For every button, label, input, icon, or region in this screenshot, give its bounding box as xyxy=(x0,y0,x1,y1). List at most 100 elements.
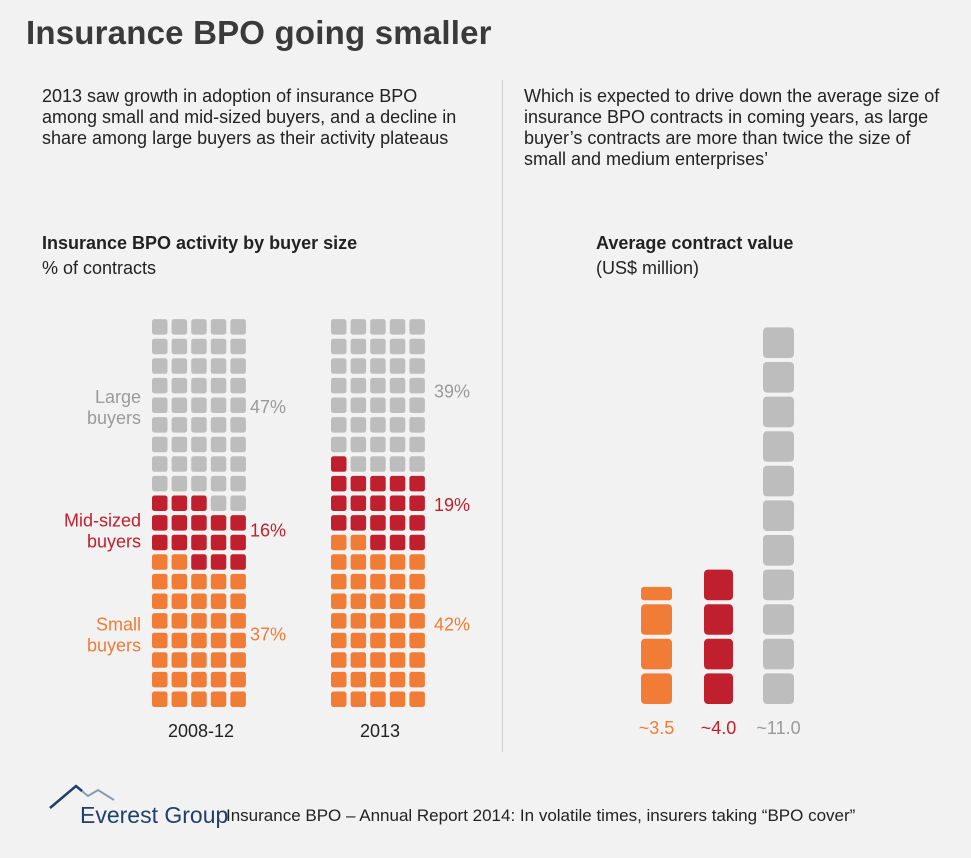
bar-unit-block xyxy=(641,638,672,670)
waffle-square xyxy=(210,456,227,472)
waffle-square xyxy=(230,515,246,531)
waffle-square xyxy=(370,671,386,688)
waffle-square xyxy=(171,397,188,413)
waffle-square xyxy=(171,691,188,707)
waffle-square xyxy=(152,515,168,531)
waffle-square xyxy=(230,338,246,355)
waffle-square xyxy=(171,358,188,374)
waffle-square xyxy=(350,593,367,609)
waffle-square xyxy=(191,475,207,492)
waffle-square xyxy=(152,397,168,413)
waffle-square xyxy=(171,632,188,649)
waffle-square xyxy=(350,632,367,649)
waffle-square xyxy=(331,436,347,453)
bar-chart-title: Average contract value xyxy=(596,233,794,253)
waffle-square xyxy=(152,573,168,590)
bar-value-label: ~3.5 xyxy=(639,718,675,738)
waffle-square xyxy=(210,475,227,492)
waffle-category-label: 2008-12 xyxy=(168,721,234,741)
waffle-square xyxy=(331,534,347,551)
bar-unit-block xyxy=(763,673,794,704)
waffle-square xyxy=(331,632,347,649)
waffle-square xyxy=(171,652,188,668)
waffle-series-label: buyers xyxy=(87,635,141,655)
waffle-square xyxy=(370,475,386,492)
waffle-square xyxy=(152,436,168,453)
waffle-square xyxy=(350,671,367,688)
waffle-square xyxy=(370,691,386,707)
waffle-square xyxy=(210,338,227,355)
waffle-square xyxy=(350,436,367,453)
waffle-square xyxy=(191,319,207,335)
waffle-square xyxy=(331,691,347,707)
waffle-square xyxy=(370,338,386,355)
waffle-square xyxy=(389,573,406,590)
waffle-square xyxy=(210,691,227,707)
waffle-square xyxy=(191,652,207,668)
waffle-square xyxy=(152,652,168,668)
waffle-square xyxy=(389,632,406,649)
waffle-square xyxy=(409,554,425,570)
waffle-square xyxy=(152,495,168,511)
waffle-square xyxy=(171,377,188,394)
waffle-square xyxy=(171,593,188,609)
bar-unit-block xyxy=(641,586,672,601)
waffle-square xyxy=(370,515,386,531)
waffle-square xyxy=(350,515,367,531)
waffle-square xyxy=(350,495,367,511)
waffle-square xyxy=(409,632,425,649)
waffle-square xyxy=(409,377,425,394)
waffle-square xyxy=(210,319,227,335)
waffle-square xyxy=(191,671,207,688)
waffle-square xyxy=(389,475,406,492)
waffle-square xyxy=(171,417,188,433)
waffle-square xyxy=(210,652,227,668)
waffle-square xyxy=(331,671,347,688)
waffle-square xyxy=(152,319,168,335)
waffle-square xyxy=(389,671,406,688)
waffle-value-label: 39% xyxy=(434,381,470,401)
waffle-square xyxy=(230,456,246,472)
waffle-series-label: Small xyxy=(96,614,141,634)
waffle-square xyxy=(171,515,188,531)
waffle-square xyxy=(350,397,367,413)
waffle-series-label: Mid-sized xyxy=(64,511,141,531)
waffle-square xyxy=(331,358,347,374)
waffle-square xyxy=(230,691,246,707)
waffle-square xyxy=(191,338,207,355)
waffle-square xyxy=(210,554,227,570)
waffle-chart-subtitle: % of contracts xyxy=(42,258,157,278)
bar-unit-block xyxy=(763,500,794,531)
waffle-square xyxy=(389,338,406,355)
bar-unit-block xyxy=(704,604,733,635)
waffle-square xyxy=(370,652,386,668)
bar-unit-block xyxy=(641,604,672,635)
waffle-square xyxy=(230,632,246,649)
bar-unit-block xyxy=(763,396,794,428)
waffle-square xyxy=(409,652,425,668)
bar-unit-block xyxy=(704,569,733,601)
waffle-square xyxy=(331,338,347,355)
waffle-square xyxy=(409,515,425,531)
waffle-value-label: 16% xyxy=(250,521,286,541)
bar-unit-block xyxy=(763,362,794,393)
waffle-value-label: 47% xyxy=(250,397,286,417)
waffle-square xyxy=(331,417,347,433)
waffle-square xyxy=(350,456,367,472)
waffle-square xyxy=(331,554,347,570)
bar-unit-block xyxy=(704,673,733,704)
right-intro-text: Which is expected to drive down the aver… xyxy=(524,86,940,169)
waffle-square xyxy=(152,377,168,394)
column-divider xyxy=(502,80,503,752)
bar-unit-block xyxy=(641,673,672,704)
waffle-square xyxy=(409,436,425,453)
waffle-square xyxy=(191,573,207,590)
waffle-square xyxy=(331,593,347,609)
waffle-square xyxy=(210,593,227,609)
waffle-square xyxy=(409,495,425,511)
left-intro-text: 2013 saw growth in adoption of insurance… xyxy=(42,86,457,148)
waffle-square xyxy=(409,573,425,590)
waffle-square xyxy=(171,534,188,551)
waffle-square xyxy=(389,456,406,472)
bar-unit-block xyxy=(763,638,794,670)
